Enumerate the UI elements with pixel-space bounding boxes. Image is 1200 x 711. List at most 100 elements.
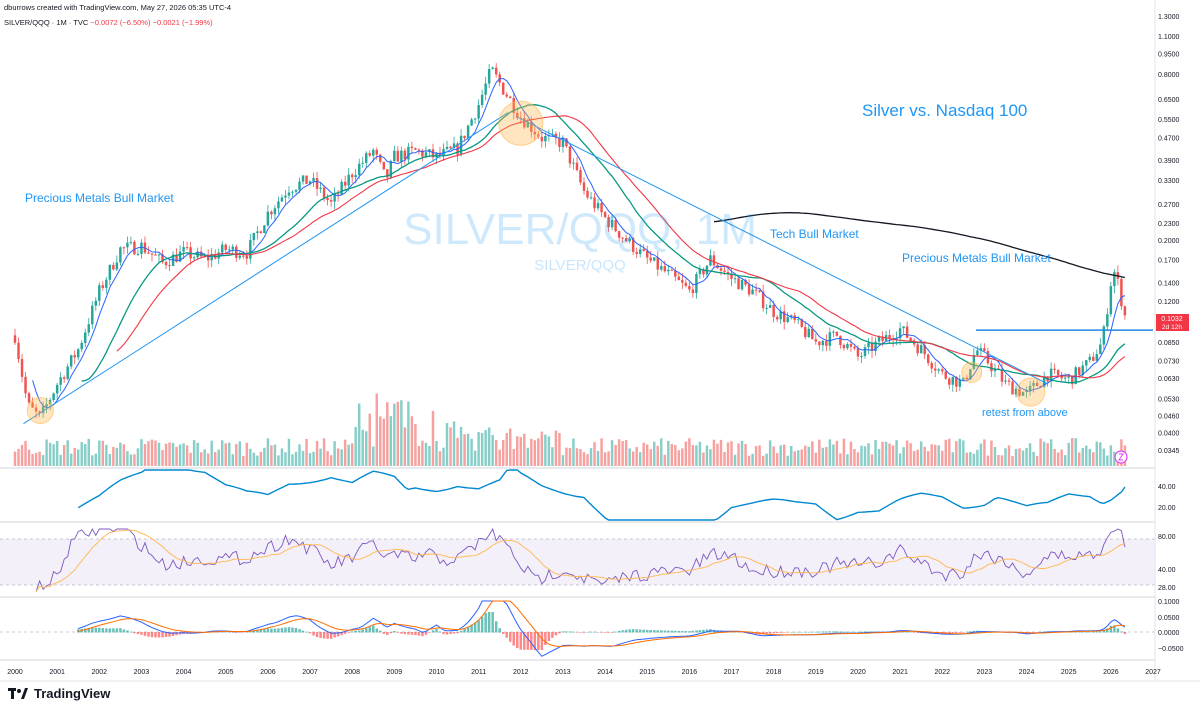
candle-body [400,150,403,162]
volume-bar [733,454,737,466]
highlight-circle [1016,377,1046,407]
candle-body [154,254,157,256]
candle-body [772,305,775,318]
price-tick-label: 0.2000 [1158,238,1180,245]
volume-bar [249,448,252,466]
candle-body [941,369,944,372]
macd-histogram-bar [157,632,161,638]
macd-histogram-bar [1123,632,1127,635]
macd-histogram-bar [537,632,540,651]
volume-bar [635,447,638,466]
candle-body [389,160,393,178]
candle-body [410,146,414,149]
macd-histogram-bar [484,612,487,633]
volume-bar [291,454,294,466]
macd-histogram-bar [263,628,266,633]
candle-body [691,289,695,294]
volume-bar [723,451,726,466]
volume-bar [540,431,544,466]
macd-histogram-bar [638,629,642,633]
volume-bar [322,438,326,466]
volume-bar [877,448,881,466]
candle-body [1088,356,1092,361]
candle-body [744,280,747,285]
candle-body [923,345,926,355]
volume-bar [171,442,175,466]
macd-histogram-bar [621,630,624,633]
alert-icon[interactable] [1114,450,1128,464]
pane1-tick: 20.00 [1158,505,1176,512]
candle-body [948,378,951,385]
candle-body [730,273,733,279]
macd-histogram-bar [308,632,312,634]
volume-bar [1014,448,1018,466]
macd-histogram-bar [1095,631,1099,633]
candle-body [294,189,298,192]
price-tick-label: 0.2300 [1158,221,1180,228]
volume-bar [768,440,772,466]
macd-histogram-bar [491,612,494,633]
pane2-tick: 80.00 [1158,534,1176,541]
volume-bar [533,440,537,466]
macd-histogram-bar [452,632,456,634]
candle-body [336,193,340,195]
macd-histogram-bar [379,630,382,633]
volume-bar [294,451,298,466]
macd-histogram-bar [414,632,417,635]
candle-body [758,290,761,292]
volume-bar [31,453,34,466]
candle-body [775,317,779,320]
macd-histogram-bar [603,632,607,633]
volume-bar [470,438,473,466]
candle-body [298,181,301,190]
symbol-info: SILVER/QQQ · 1M · TVC [4,18,89,27]
time-tick-label: 2011 [471,669,486,676]
volume-bar [530,438,533,466]
volume-bar [712,439,716,466]
candle-body [642,249,645,251]
candle-body [558,138,561,147]
volume-bar [1113,451,1116,466]
volume-bar [24,440,27,466]
macd-histogram-bar [501,632,505,634]
candle-body [870,343,874,351]
price-axes: 1.3000 1.1000 0.9500 0.8000 0.6500 0.5500 0.47… [7,0,1184,680]
macd-histogram-bar [256,629,259,633]
candle-body [621,237,624,239]
candle-body [663,266,667,272]
volume-bar [856,452,860,466]
candle-body [354,175,357,178]
macd-histogram-bar [533,632,537,651]
macd-histogram-bar [94,627,98,633]
macd-histogram-bar [171,632,175,636]
candle-body [98,285,101,301]
candle-body [235,246,238,258]
macd-histogram-bar [1035,632,1039,633]
volume-bar [926,451,930,466]
volume-bar [653,441,656,466]
macd-histogram-bar [1088,631,1092,633]
macd-histogram-bar [905,631,909,633]
volume-bar [375,393,379,466]
time-tick-label: 2002 [92,669,108,676]
tradingview-logo[interactable]: TradingView [8,686,110,701]
volume-bar [898,453,902,466]
candle-body [530,121,533,132]
macd-histogram-bar [547,632,551,641]
macd-histogram-bar [238,632,242,633]
volume-bar [505,433,508,466]
candle-body [895,338,898,341]
volume-bar [1102,448,1106,466]
volume-bar [782,444,786,466]
macd-histogram-bar [108,628,112,633]
time-tick-label: 2023 [977,669,993,676]
candle-body [435,152,438,158]
candle-body [1053,368,1056,370]
candle-body [1063,377,1067,379]
countdown-label: 2d 12h [1162,324,1182,331]
macd-histogram-bar [87,627,90,633]
rsi-band [0,539,1155,585]
change-daily: −0.0021 (−1.99%) [152,18,213,27]
candle-body [91,305,94,325]
